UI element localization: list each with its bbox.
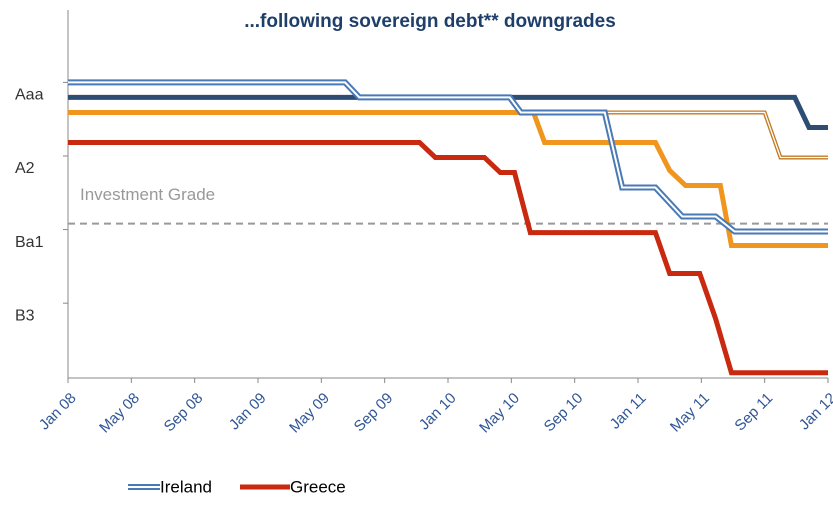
x-tick-label: Jan 08 xyxy=(36,390,80,434)
x-tick-label: May 10 xyxy=(476,390,523,437)
series-line xyxy=(533,110,828,160)
series-line xyxy=(68,109,828,249)
x-tick-label: May 11 xyxy=(667,390,713,436)
annotation: Investment Grade xyxy=(80,185,215,204)
x-tick-label: May 09 xyxy=(286,390,333,437)
y-tick-label: B3 xyxy=(15,307,35,324)
series-line-inner xyxy=(68,81,828,233)
series-line-inner xyxy=(533,111,828,159)
series-line xyxy=(68,139,828,376)
x-tick-label: Jan 11 xyxy=(607,390,650,433)
x-tick-label: May 08 xyxy=(96,390,143,437)
x-tick-label: Jan 10 xyxy=(416,390,460,434)
y-tick-label: A2 xyxy=(15,160,35,177)
y-tick-label: Ba1 xyxy=(15,234,44,251)
legend-label: Greece xyxy=(290,477,346,496)
legend-label: Ireland xyxy=(160,477,212,496)
x-tick-label: Sep 08 xyxy=(161,390,207,436)
chart-title: ...following sovereign debt** downgrades xyxy=(244,11,616,32)
x-tick-label: Sep 11 xyxy=(731,390,776,435)
x-tick-label: Jan 09 xyxy=(226,390,270,434)
x-tick-label: Jan 12 xyxy=(796,390,833,434)
x-tick-label: Sep 10 xyxy=(541,390,587,436)
y-tick-label: Aaa xyxy=(15,87,44,104)
x-tick-label: Sep 09 xyxy=(351,390,397,436)
